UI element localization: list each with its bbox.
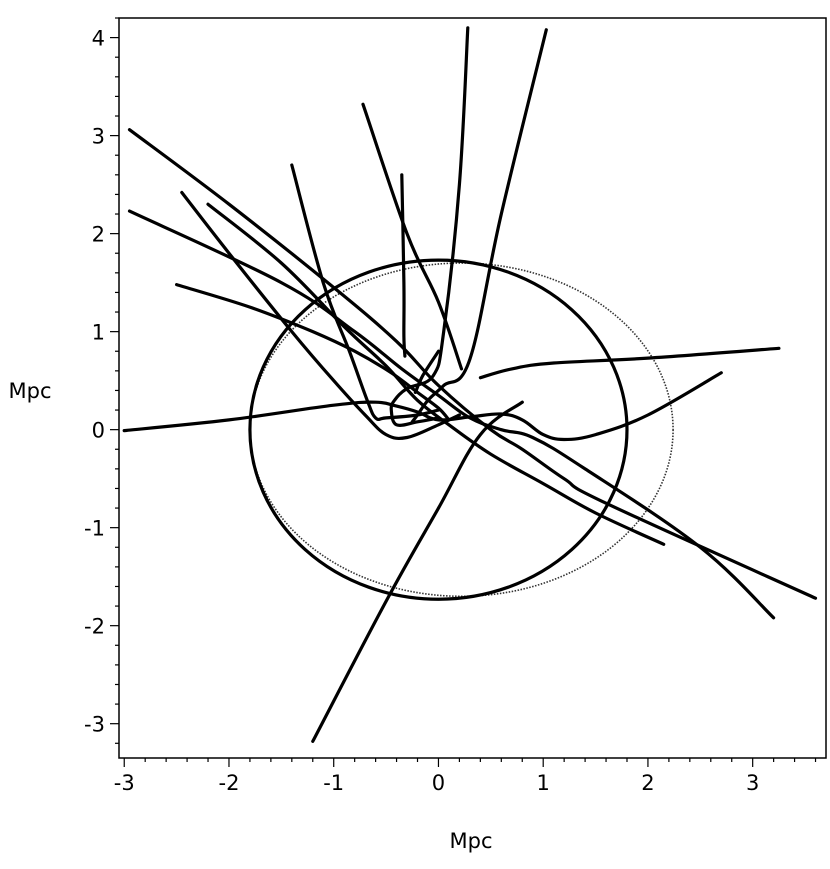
axis-ticks [110, 17, 817, 767]
trajectory-line-12 [410, 28, 548, 424]
trajectory-line-4 [127, 209, 776, 620]
dotted-circle [249, 262, 674, 598]
y-tick-label: -1 [84, 517, 105, 541]
y-tick-label: 4 [92, 27, 105, 51]
x-tick-label: 0 [432, 771, 445, 795]
x-tick-label: -3 [114, 771, 135, 795]
y-tick-label: 3 [92, 125, 105, 149]
x-tick-label: -1 [323, 771, 344, 795]
x-tick-label: 3 [746, 771, 759, 795]
trajectory-line-13 [413, 349, 441, 394]
tick-labels: -3 -2 -1 0 1 2 3 -3 -2 -1 0 1 2 3 4 [84, 27, 759, 795]
y-tick-label: 2 [92, 223, 105, 247]
y-tick-label: -2 [84, 615, 105, 639]
x-axis-title: Mpc [450, 829, 493, 853]
x-tick-label: 1 [537, 771, 550, 795]
trajectory-line-11 [389, 26, 470, 427]
solid-circle [248, 258, 629, 601]
trajectory-series [122, 26, 818, 743]
trajectory-line-7 [175, 283, 451, 422]
trajectory-line-8 [290, 163, 441, 422]
trajectory-line-3 [127, 128, 818, 600]
trajectory-line-9 [361, 102, 464, 371]
y-axis-title: Mpc [9, 379, 52, 403]
trajectory-line-2 [478, 346, 781, 380]
boundary-circles [248, 258, 674, 601]
y-tick-label: 1 [92, 321, 105, 345]
trajectory-line-14 [311, 400, 524, 743]
x-tick-label: 2 [641, 771, 654, 795]
y-tick-label: 0 [92, 419, 105, 443]
trajectory-line-1 [122, 371, 723, 442]
trajectory-line-5 [180, 190, 461, 441]
trajectory-line-10 [400, 173, 407, 358]
trajectory-line-6 [206, 202, 666, 546]
x-tick-label: -2 [219, 771, 240, 795]
plot-frame [118, 17, 827, 759]
y-tick-label: -3 [84, 713, 105, 737]
